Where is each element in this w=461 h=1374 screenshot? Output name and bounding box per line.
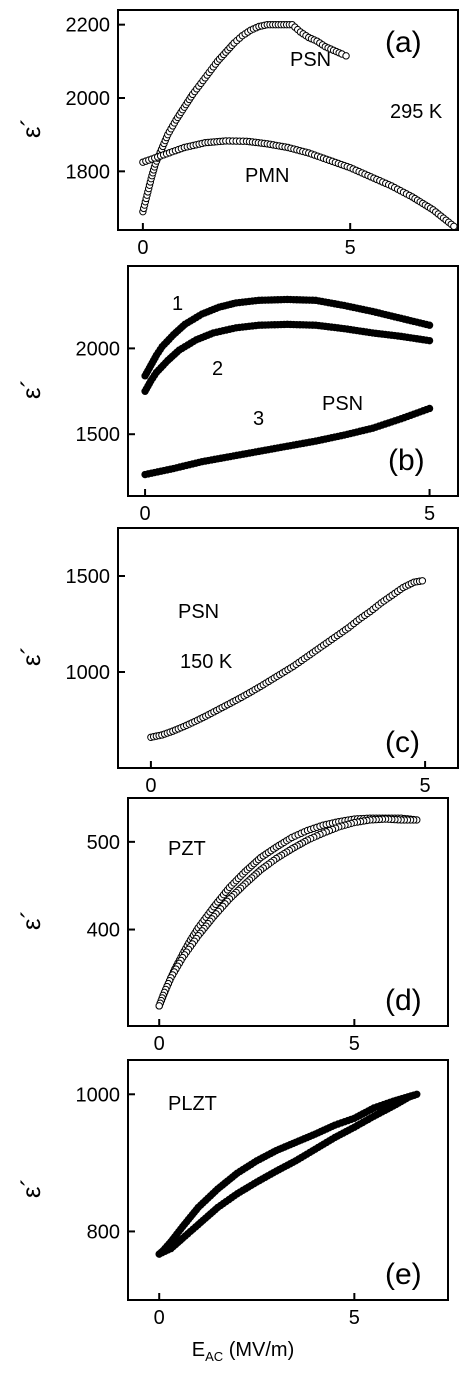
- data-point: [418, 577, 427, 585]
- annotation: 295 K: [390, 101, 443, 123]
- x-tick-label: 5: [349, 1307, 360, 1329]
- y-tick-label: 400: [87, 920, 120, 942]
- data-point: [425, 336, 434, 345]
- panel-d: 0 5 400 500 ε´ (d) PZT: [16, 797, 449, 1055]
- x-tick-label: 0: [154, 1033, 165, 1055]
- markers: [139, 20, 458, 230]
- series-1: [141, 295, 434, 380]
- markers: [155, 1090, 421, 1258]
- markers: [147, 577, 427, 741]
- annotation: 150 K: [180, 651, 233, 673]
- y-axis-label: ε´: [16, 646, 46, 666]
- panel-a: 0 5 1800 2000 2200 ε´ (a) PSN 295 K PMN: [16, 9, 459, 259]
- panel-b: 0 5 1500 2000 ε´ (b) 1 2 3 PSN: [16, 265, 459, 525]
- x-tick-label: 0: [140, 503, 151, 525]
- x-axis-label: EAC (MV/m): [192, 1339, 295, 1364]
- y-tick-label: 1500: [76, 424, 121, 446]
- series-c: [147, 577, 427, 741]
- y-tick-label: 2200: [66, 15, 111, 37]
- annotation: 1: [172, 293, 183, 315]
- panel-label: (c): [385, 726, 420, 759]
- y-tick-label: 1800: [66, 161, 111, 183]
- data-point: [342, 52, 350, 60]
- y-tick-label: 1000: [66, 662, 111, 684]
- y-tick-label: 500: [87, 832, 120, 854]
- panel-c: 0 5 1000 1500 ε´ (c) PSN 150 K: [16, 527, 459, 797]
- x-tick-label: 5: [424, 503, 435, 525]
- x-tick-label: 5: [345, 237, 356, 259]
- panel-label: (b): [388, 444, 425, 477]
- y-tick-label: 1500: [66, 566, 111, 588]
- data-point: [425, 404, 434, 413]
- plot-frame: [127, 1059, 449, 1301]
- panel-label: (d): [385, 984, 422, 1017]
- data-point: [425, 321, 434, 329]
- y-axis-label: ε´: [16, 379, 46, 399]
- series-3: [141, 404, 434, 479]
- annotation: PLZT: [168, 1093, 217, 1115]
- panel-label: (a): [385, 26, 422, 59]
- annotation: 2: [212, 358, 223, 380]
- x-tick-label: 0: [145, 775, 156, 797]
- y-tick-label: 800: [87, 1221, 120, 1243]
- data-point: [155, 1250, 163, 1258]
- plot-frame: [117, 527, 459, 769]
- x-tick-label: 0: [154, 1307, 165, 1329]
- markers: [155, 814, 421, 1010]
- y-tick-label: 2000: [66, 88, 111, 110]
- panel-e: 0 5 800 1000 ε´ (e) PLZT: [16, 1059, 449, 1329]
- series-2: [141, 320, 434, 395]
- series-d: [155, 814, 421, 1010]
- annotation: 3: [253, 408, 264, 430]
- annotation: PZT: [168, 838, 206, 860]
- y-axis-label: ε´: [16, 910, 46, 930]
- series-e: [155, 1090, 421, 1258]
- plot-frame: [127, 265, 459, 497]
- annotation: PSN: [178, 601, 219, 623]
- x-tick-label: 5: [420, 775, 431, 797]
- plot-frame: [127, 797, 449, 1027]
- series-PMN: [139, 137, 458, 230]
- data-point: [155, 1002, 163, 1010]
- y-tick-label: 2000: [76, 338, 121, 360]
- x-tick-label: 5: [349, 1033, 360, 1055]
- series-PSN: [139, 20, 350, 216]
- y-tick-label: 1000: [76, 1084, 121, 1106]
- annotation: PSN: [322, 393, 363, 415]
- plot-frame: [117, 9, 459, 231]
- y-axis-label: ε´: [16, 1178, 46, 1198]
- markers: [141, 295, 434, 479]
- y-axis-label: ε´: [16, 118, 46, 138]
- data-point: [450, 222, 458, 230]
- panel-label: (e): [385, 1258, 422, 1291]
- x-tick-label: 0: [137, 237, 148, 259]
- annotation: PMN: [245, 165, 289, 187]
- annotation: PSN: [290, 49, 331, 71]
